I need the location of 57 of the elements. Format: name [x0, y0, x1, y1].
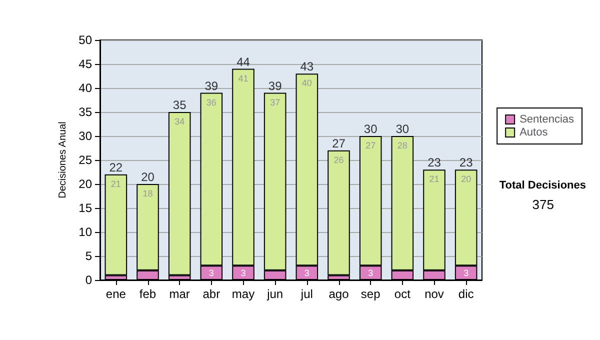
y-tick-label: 20	[78, 177, 92, 191]
data-label: 26	[334, 154, 344, 165]
total-label: 43	[300, 60, 314, 74]
total-label: 44	[236, 54, 250, 69]
x-tick-label: may	[232, 287, 255, 301]
text: Total Decisiones	[499, 180, 586, 192]
y-tick-label: 15	[78, 201, 92, 215]
y-tick-label: 40	[78, 81, 92, 95]
total-label: 20	[141, 170, 155, 184]
x-tick-label: ago	[328, 287, 350, 301]
data-label: 21	[110, 178, 121, 189]
total-label: 30	[396, 122, 410, 136]
y-tick-label: 25	[78, 153, 92, 167]
y-tick-label: 50	[78, 33, 92, 47]
data-label: 3	[304, 268, 310, 278]
x-tick-label: oct	[394, 287, 412, 301]
data-label: 21	[429, 174, 440, 184]
y-tick-label: 45	[78, 57, 92, 71]
total-label: 30	[364, 122, 378, 136]
text: 375	[532, 197, 554, 212]
total-label: 39	[268, 78, 282, 93]
y-tick-label: 0	[85, 273, 92, 287]
data-label: 18	[142, 188, 153, 198]
data-label: 34	[174, 116, 185, 126]
y-axis-title: Decisiones Anual	[57, 122, 68, 198]
x-tick-label: sep	[360, 287, 381, 301]
y-tick-label: 35	[78, 105, 92, 119]
total-label: 23	[459, 156, 474, 170]
legend-label: Sentencias	[520, 114, 574, 126]
data-label: 28	[397, 140, 408, 150]
x-tick-label: ene	[106, 287, 126, 301]
data-label: 3	[464, 268, 469, 278]
data-label: 36	[206, 97, 216, 108]
data-label: 3	[368, 268, 374, 278]
data-label: 37	[270, 97, 280, 108]
total-label: 35	[172, 98, 187, 112]
x-tick-label: mar	[169, 287, 190, 301]
data-label: 3	[240, 268, 246, 278]
y-tick-label: 5	[85, 249, 92, 263]
x-tick-label: jun	[266, 287, 284, 301]
x-tick-label: feb	[139, 287, 156, 301]
total-label: 22	[109, 160, 123, 174]
y-tick-label: 10	[78, 225, 92, 239]
x-tick-label: abr	[202, 287, 220, 301]
legend-label: Autos	[520, 126, 548, 138]
total-label: 39	[204, 78, 218, 93]
x-tick-label: dic	[458, 287, 474, 301]
y-tick-label: 30	[78, 129, 92, 143]
data-label: 20	[461, 174, 472, 184]
data-label: 27	[366, 140, 376, 150]
data-label: 41	[238, 73, 248, 84]
data-label: 40	[302, 78, 312, 88]
x-tick-label: nov	[424, 287, 444, 301]
total-label: 23	[428, 156, 442, 170]
x-tick-label: jul	[300, 287, 313, 301]
total-label: 27	[332, 136, 346, 150]
data-label: 3	[208, 268, 214, 278]
